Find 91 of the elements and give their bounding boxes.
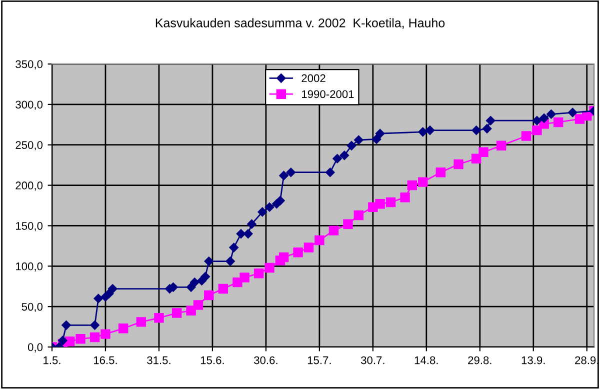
point — [425, 126, 435, 135]
point — [532, 116, 542, 126]
point — [471, 154, 482, 164]
y-tick-label: 300,0 — [16, 100, 43, 110]
point — [100, 329, 110, 339]
point — [186, 282, 196, 292]
y-tick-label: 150,0 — [16, 222, 43, 232]
point — [354, 135, 364, 145]
x-tick-label: 30.7. — [360, 356, 384, 364]
point — [136, 317, 146, 327]
x-tick-label: 29.8. — [468, 356, 492, 364]
point — [472, 126, 481, 135]
y-tick-label: 0,0 — [28, 343, 43, 352]
point — [236, 229, 246, 238]
point — [539, 114, 549, 123]
point — [278, 252, 289, 262]
x-tick-label: 15.7. — [308, 356, 331, 364]
point — [186, 306, 196, 316]
legend-label: 1990-2001 — [302, 90, 354, 98]
point — [553, 117, 564, 128]
point — [340, 150, 350, 160]
point — [418, 127, 428, 137]
point — [386, 197, 396, 208]
point — [229, 242, 238, 252]
point — [346, 141, 356, 150]
point — [532, 125, 542, 136]
point — [314, 235, 324, 246]
point — [58, 336, 68, 346]
x-tick-label: 30.6. — [254, 356, 278, 364]
point — [276, 196, 285, 206]
point — [258, 207, 268, 217]
point — [332, 154, 342, 164]
point — [482, 124, 492, 134]
point — [293, 248, 303, 258]
point — [343, 219, 353, 229]
point — [286, 168, 296, 177]
point — [375, 128, 385, 138]
point — [400, 192, 410, 202]
point — [546, 110, 556, 119]
point — [76, 334, 86, 344]
point — [264, 202, 274, 212]
point — [108, 284, 118, 294]
x-tick-label: 31.5. — [147, 356, 170, 364]
point — [118, 324, 128, 334]
point — [454, 159, 464, 170]
x-tick-label: 16.5. — [94, 356, 117, 364]
point — [568, 108, 578, 118]
point — [226, 256, 235, 266]
point — [354, 210, 364, 220]
point — [62, 320, 71, 330]
point — [486, 116, 496, 126]
x-tick-label: 14.8. — [414, 356, 438, 364]
point — [372, 134, 382, 144]
y-tick-label: 200,0 — [16, 182, 43, 191]
y-tick-label: 350,0 — [16, 60, 43, 70]
point — [172, 308, 182, 318]
point — [243, 229, 253, 238]
point — [193, 300, 204, 310]
point — [264, 262, 274, 273]
point — [190, 278, 200, 287]
point — [204, 290, 214, 300]
point — [247, 219, 256, 229]
point — [326, 168, 335, 177]
point — [478, 147, 488, 157]
point — [90, 332, 100, 342]
point — [521, 131, 532, 141]
y-tick-label: 100,0 — [16, 262, 43, 272]
chart-title: Kasvukauden sadesumma v. 2002 K-koetila, Hauho — [156, 18, 445, 29]
point — [90, 320, 100, 330]
x-tick-label: 28.9. — [575, 356, 598, 364]
point — [154, 313, 164, 323]
point — [407, 180, 418, 190]
point — [94, 294, 103, 304]
point — [304, 242, 314, 252]
point — [496, 140, 506, 151]
x-tick-label: 1.5. — [44, 356, 60, 364]
x-tick-label: 13.9. — [522, 356, 545, 364]
point — [328, 226, 339, 236]
point — [254, 268, 264, 278]
point — [240, 272, 250, 282]
point — [436, 167, 446, 178]
point — [279, 170, 288, 180]
point — [375, 199, 385, 209]
point — [418, 177, 428, 187]
x-tick-label: 15.6. — [200, 356, 224, 364]
point — [218, 284, 228, 294]
y-tick-label: 250,0 — [16, 141, 43, 150]
y-tick-label: 50,0 — [22, 302, 43, 312]
legend-label: 2002 — [302, 74, 326, 82]
point — [200, 272, 210, 282]
point — [204, 256, 214, 266]
